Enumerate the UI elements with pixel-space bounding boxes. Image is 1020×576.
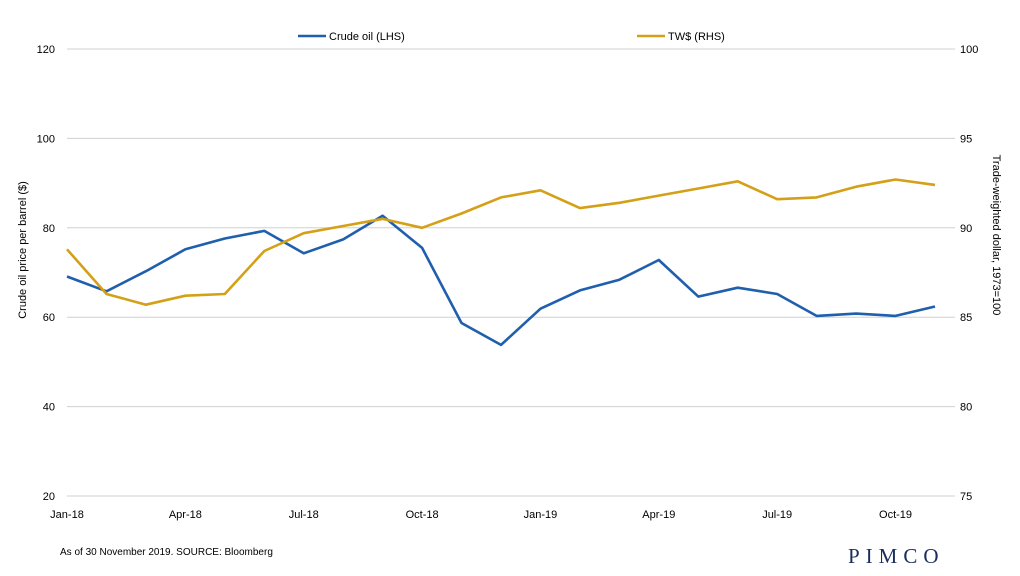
left-axis-ticks: 20 40 60 80 100 120: [37, 44, 55, 503]
left-tick-label: 40: [43, 402, 55, 414]
x-tick-label: Jul-19: [762, 509, 792, 521]
right-tick-label: 80: [960, 402, 972, 414]
legend-label: Crude oil (LHS): [329, 31, 405, 43]
footnote: As of 30 November 2019. SOURCE: Bloomber…: [60, 547, 273, 558]
x-tick-label: Oct-18: [406, 509, 439, 521]
left-tick-label: 100: [37, 133, 55, 145]
y-axis-right-label: Trade-weighted dollar, 1973=100: [990, 155, 1002, 316]
right-axis-ticks: 75 80 85 90 95 100: [960, 44, 978, 503]
x-tick-label: Oct-19: [879, 509, 912, 521]
x-tick-label: Apr-19: [642, 509, 675, 521]
right-tick-label: 75: [960, 491, 972, 503]
left-tick-label: 20: [43, 491, 55, 503]
right-tick-label: 100: [960, 44, 978, 56]
x-tick-label: Apr-18: [169, 509, 202, 521]
series-line-tw-dollar: [66, 178, 936, 307]
right-tick-label: 95: [960, 133, 972, 145]
right-tick-label: 85: [960, 312, 972, 324]
pimco-logo: PIMCO: [848, 544, 945, 568]
x-tick-label: Jul-18: [289, 509, 319, 521]
legend: Crude oil (LHS) TW$ (RHS): [298, 31, 725, 43]
x-tick-label: Jan-19: [524, 509, 558, 521]
gridlines: [67, 48, 955, 497]
x-tick-label: Jan-18: [50, 509, 84, 521]
series-line-crude-oil: [66, 214, 936, 347]
x-axis-ticks: Jan-18 Apr-18 Jul-18 Oct-18 Jan-19 Apr-19 Jul-…: [50, 509, 912, 521]
series-lines: [66, 178, 936, 347]
legend-label: TW$ (RHS): [668, 31, 725, 43]
left-tick-label: 120: [37, 44, 55, 56]
right-tick-label: 90: [960, 223, 972, 235]
y-axis-left-label: Crude oil price per barrel ($): [17, 181, 29, 319]
left-tick-label: 60: [43, 312, 55, 324]
left-tick-label: 80: [43, 223, 55, 235]
